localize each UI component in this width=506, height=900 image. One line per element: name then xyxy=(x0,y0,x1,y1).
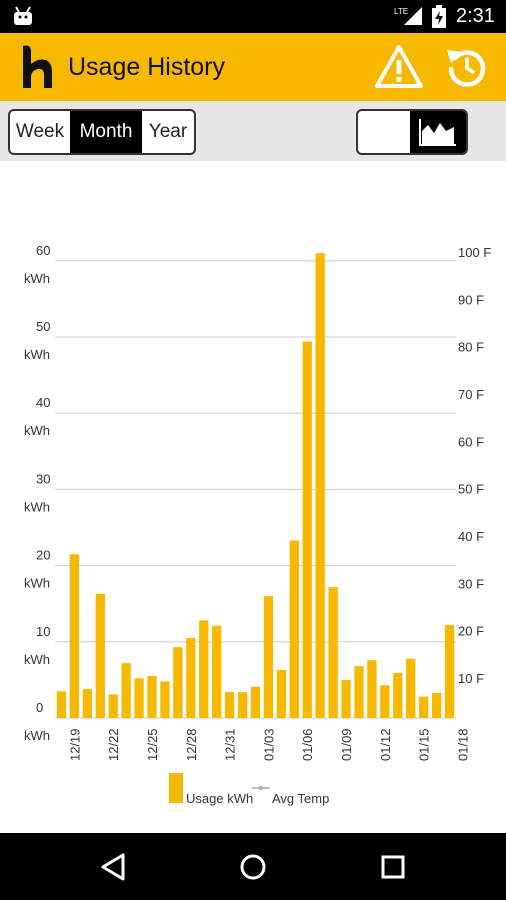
signal-icon: LTE xyxy=(394,7,422,25)
usage-bar xyxy=(95,593,105,718)
legend-marker-temp xyxy=(259,786,263,790)
left-tick-label: 20 xyxy=(36,548,50,563)
status-bar: LTE 2:31 xyxy=(0,0,506,33)
left-tick-unit: kWh xyxy=(24,652,50,667)
usage-bar xyxy=(82,689,92,718)
usage-bar xyxy=(134,678,144,718)
x-tick-label: 01/06 xyxy=(300,728,315,761)
usage-bar xyxy=(186,637,196,718)
x-tick-label: 12/25 xyxy=(145,728,160,761)
usage-bar xyxy=(212,625,222,718)
x-tick-label: 01/03 xyxy=(261,728,276,761)
left-tick-label: 10 xyxy=(36,624,50,639)
left-tick-unit: kWh xyxy=(24,423,50,438)
usage-bar xyxy=(393,673,403,718)
x-tick-label: 01/15 xyxy=(417,728,432,761)
android-notification-icon xyxy=(14,6,32,25)
chart-area: 0 kWh 10 kWh 20 kWh 30 kWh 40 kWh 50 kWh 60 kWh 10 F 20… xyxy=(0,161,506,833)
left-tick-unit: kWh xyxy=(24,728,50,743)
usage-bar xyxy=(173,647,183,718)
x-tick-label: 12/31 xyxy=(223,728,238,761)
range-selector: Week Month Year xyxy=(8,109,196,155)
x-tick-label: 12/22 xyxy=(106,728,121,761)
left-tick-label: 50 xyxy=(36,319,50,334)
usage-bar xyxy=(199,620,209,718)
usage-bar xyxy=(315,253,325,718)
range-option-week[interactable]: Week xyxy=(15,121,65,142)
left-tick-unit: kWh xyxy=(24,499,50,514)
right-tick-label: 100 F xyxy=(458,245,491,260)
usage-bar xyxy=(406,658,416,718)
usage-chart: 0 kWh 10 kWh 20 kWh 30 kWh 40 kWh 50 kWh 60 kWh 10 F 20… xyxy=(24,243,491,806)
left-tick-label: 0 xyxy=(36,700,43,715)
left-tick-label: 40 xyxy=(36,395,50,410)
battery-icon xyxy=(432,5,446,28)
usage-bar xyxy=(302,341,312,718)
x-tick-label: 12/28 xyxy=(184,728,199,761)
right-tick-label: 50 F xyxy=(458,482,484,497)
svg-text:LTE: LTE xyxy=(394,7,408,16)
app-logo-icon xyxy=(23,45,52,88)
usage-bar xyxy=(108,694,118,718)
usage-bar xyxy=(328,586,338,718)
usage-bar xyxy=(250,686,261,718)
right-tick-label: 70 F xyxy=(458,387,484,402)
usage-bar xyxy=(354,666,364,718)
usage-bar xyxy=(444,625,455,718)
left-tick-label: 60 xyxy=(36,243,50,258)
usage-bar xyxy=(431,692,442,718)
left-tick-label: 30 xyxy=(36,471,50,486)
left-tick-unit: kWh xyxy=(24,347,50,362)
warning-icon[interactable] xyxy=(374,42,424,92)
usage-bar xyxy=(276,669,287,718)
legend-label-temp: Avg Temp xyxy=(272,791,329,806)
usage-bar xyxy=(237,692,248,718)
right-tick-label: 60 F xyxy=(458,434,484,449)
usage-bar xyxy=(160,681,170,718)
usage-bar xyxy=(121,663,131,718)
right-tick-label: 40 F xyxy=(458,529,484,544)
refresh-icon[interactable] xyxy=(442,42,492,92)
range-option-year[interactable]: Year xyxy=(148,121,188,142)
x-tick-label: 01/12 xyxy=(378,728,393,761)
right-tick-label: 20 F xyxy=(458,624,484,639)
area-chart-icon xyxy=(419,119,456,146)
right-tick-label: 80 F xyxy=(458,340,484,355)
left-tick-unit: kWh xyxy=(24,271,50,286)
usage-bar xyxy=(367,660,377,718)
right-tick-label: 10 F xyxy=(458,671,484,686)
x-tick-label: 12/19 xyxy=(67,728,82,761)
legend-swatch-usage xyxy=(169,773,183,803)
usage-bar xyxy=(56,691,67,718)
app-bar: Usage History xyxy=(0,33,506,101)
range-option-month[interactable]: Month xyxy=(70,111,142,153)
usage-bar xyxy=(419,696,429,718)
right-tick-label: 90 F xyxy=(458,292,484,307)
left-tick-unit: kWh xyxy=(24,576,50,591)
usage-bar xyxy=(69,554,80,718)
usage-bar xyxy=(289,540,299,718)
usage-bar xyxy=(263,596,274,718)
chart-type-toggle[interactable] xyxy=(356,109,468,155)
usage-bar xyxy=(341,679,351,718)
x-tick-label: 01/18 xyxy=(455,728,470,761)
recents-icon[interactable] xyxy=(373,847,413,887)
legend-label-usage: Usage kWh xyxy=(186,791,253,806)
x-tick-label: 01/09 xyxy=(339,728,354,761)
navigation-bar xyxy=(0,833,506,900)
usage-bar xyxy=(147,676,157,718)
right-tick-label: 30 F xyxy=(458,576,484,591)
usage-bar xyxy=(380,685,390,718)
range-toolbar: Week Month Year xyxy=(0,101,506,161)
home-icon[interactable] xyxy=(233,847,273,887)
page-title: Usage History xyxy=(68,53,225,81)
toggle-knob xyxy=(410,111,466,153)
usage-bar xyxy=(224,692,235,718)
status-clock: 2:31 xyxy=(456,5,495,27)
back-icon[interactable] xyxy=(93,847,133,887)
